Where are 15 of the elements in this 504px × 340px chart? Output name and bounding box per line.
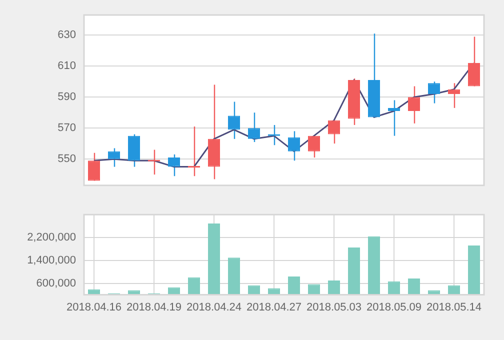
y-tick-label: 590 [58,91,76,104]
x-tick-label: 2018.04.16 [66,301,122,314]
y-tick-label: 610 [58,60,76,72]
x-tick-label: 2018.04.24 [186,301,242,314]
x-tick-label: 2018.05.03 [306,301,362,314]
x-tick-label: 2018.04.19 [126,301,182,314]
y-tick-label: 1,400,000 [27,254,76,266]
y-tick-label: 550 [58,153,76,166]
x-tick-label: 2018.04.27 [246,301,302,314]
y-tick-label: 600,000 [36,277,76,290]
y-tick-label: 630 [58,29,76,42]
y-tick-label: 2,200,000 [27,232,76,244]
x-tick-label: 2018.05.09 [366,301,422,314]
y-tick-label: 570 [58,122,76,134]
x-tick-label: 2018.05.14 [426,301,482,314]
